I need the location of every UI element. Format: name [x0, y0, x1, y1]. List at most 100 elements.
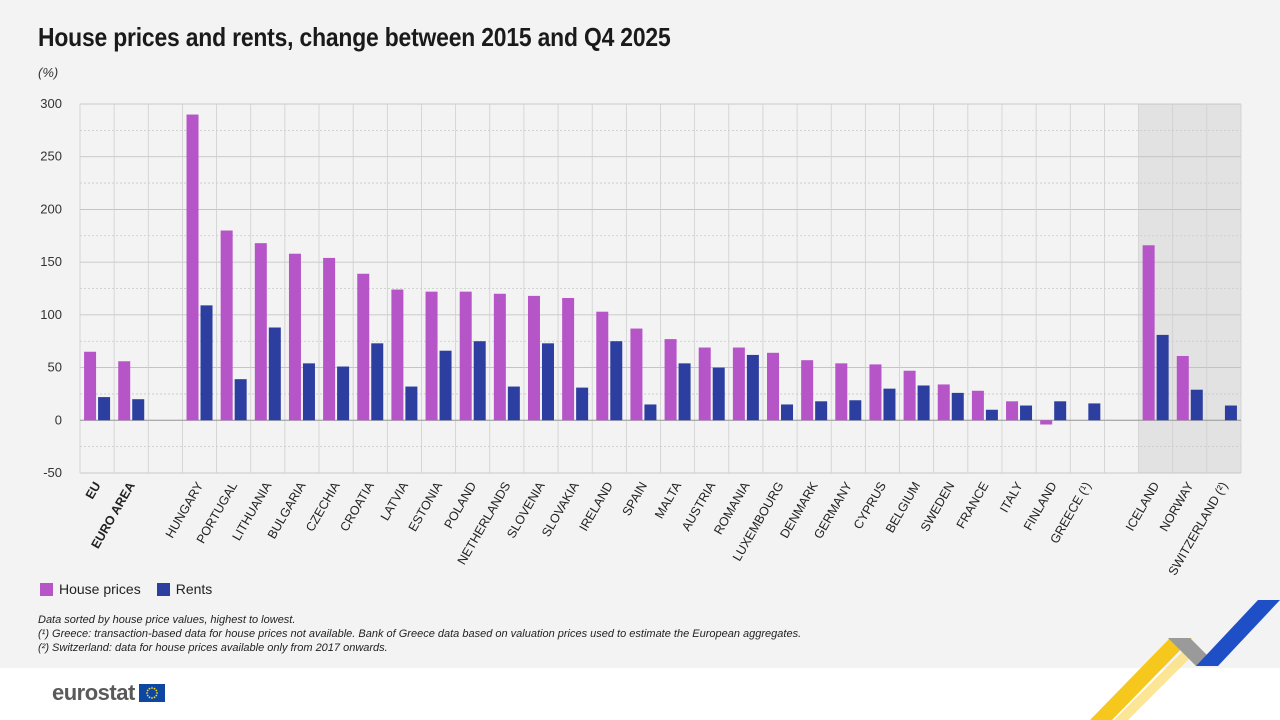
eurostat-decoration — [1090, 600, 1280, 720]
house-prices-bar — [186, 114, 199, 421]
house-prices-bar — [220, 230, 233, 421]
rents-bar — [883, 388, 896, 421]
rents-bar — [439, 350, 452, 421]
rents-bar — [610, 341, 623, 421]
rents-bar — [1020, 405, 1033, 421]
rents-bar — [576, 387, 589, 421]
rents-bar — [985, 409, 998, 421]
house-prices-bar — [391, 289, 404, 421]
rents-bar — [815, 401, 828, 421]
x-tick-label: FRANCE — [954, 479, 992, 531]
house-prices-bar — [1006, 401, 1019, 421]
x-tick-label: EU — [83, 480, 104, 502]
house-prices-bar — [527, 295, 540, 421]
y-tick-label: 150 — [40, 254, 62, 269]
house-prices-bar — [732, 347, 745, 421]
y-tick-label: 100 — [40, 307, 62, 322]
x-tick-label: ICELAND — [1123, 480, 1162, 534]
x-tick-label: FINLAND — [1021, 480, 1060, 533]
rents-bar — [1088, 403, 1101, 421]
rents-bar — [1224, 405, 1237, 421]
house-prices-bar — [562, 297, 575, 421]
legend-item-house-prices: House prices — [40, 581, 141, 597]
y-tick-label: 250 — [40, 149, 62, 164]
footnote-sorting: Data sorted by house price values, highe… — [38, 614, 296, 626]
rents-bar — [473, 341, 486, 421]
rents-bar — [268, 327, 281, 421]
house-prices-bar — [971, 390, 984, 421]
rents-bar — [1054, 401, 1067, 421]
house-prices-bar — [84, 351, 97, 421]
rents-bar — [1190, 389, 1203, 421]
logo-wordmark: eurostat — [52, 680, 135, 705]
house-prices-bar — [357, 273, 370, 421]
chart-legend: House prices Rents — [40, 581, 212, 597]
house-prices-bar — [630, 328, 643, 421]
eu-flag-icon — [138, 684, 165, 702]
x-tick-label: LATVIA — [378, 479, 412, 523]
house-prices-bar — [903, 370, 916, 421]
rents-bar — [678, 363, 691, 421]
house-prices-bar — [698, 347, 711, 421]
rents-bar — [371, 343, 384, 421]
x-tick-label: POLAND — [441, 480, 479, 532]
x-tick-label: CROATIA — [337, 479, 377, 534]
rents-bar — [746, 354, 759, 421]
legend-swatch-rents — [156, 582, 170, 596]
legend-label-house-prices: House prices — [59, 581, 141, 597]
chart-title: House prices and rents, change between 2… — [38, 22, 671, 52]
eurostat-logo: eurostat — [52, 680, 165, 706]
house-prices-bar — [254, 243, 267, 421]
rents-bar — [337, 366, 350, 421]
rents-bar — [200, 305, 213, 421]
x-tick-label: AUSTRIA — [679, 479, 719, 533]
house-prices-bar — [288, 253, 301, 421]
house-prices-bar — [801, 360, 814, 421]
x-tick-label: ITALY — [997, 479, 1026, 515]
legend-label-rents: Rents — [175, 581, 213, 597]
y-tick-label: 300 — [40, 96, 62, 111]
rents-bar — [507, 386, 520, 421]
rents-bar — [98, 397, 111, 421]
x-tick-label: CYPRUS — [851, 480, 889, 532]
footnote-switzerland: (²) Switzerland: data for house prices a… — [38, 642, 388, 654]
x-tick-label: SPAIN — [620, 480, 650, 519]
x-tick-label: MALTA — [652, 479, 684, 521]
x-tick-label: IRELAND — [577, 480, 616, 534]
house-prices-bar — [937, 384, 950, 421]
footnotes: Data sorted by house price values, highe… — [38, 613, 801, 655]
x-tick-label: ESTONIA — [406, 479, 446, 534]
house-prices-bar — [869, 364, 882, 421]
house-prices-bar — [118, 361, 131, 421]
house-prices-bar — [425, 291, 438, 421]
rents-bar — [132, 399, 145, 421]
x-tick-label: SWEDEN — [918, 480, 958, 535]
y-tick-label: 200 — [40, 201, 62, 216]
house-prices-bar — [1040, 420, 1053, 425]
rents-bar — [917, 385, 930, 421]
rents-bar — [1156, 334, 1169, 421]
house-prices-bar — [459, 291, 472, 421]
legend-swatch-house-prices — [40, 582, 53, 596]
legend-item-rents: Rents — [156, 581, 213, 597]
rents-bar — [302, 363, 315, 421]
y-tick-label: 50 — [48, 360, 62, 375]
footer-band — [0, 668, 1280, 720]
house-prices-bar — [767, 352, 780, 421]
y-tick-label: -50 — [43, 465, 62, 480]
house-prices-bar — [835, 363, 848, 421]
rents-bar — [781, 404, 794, 421]
rents-bar — [951, 392, 964, 421]
house-prices-bar — [664, 339, 677, 421]
rents-bar — [234, 379, 247, 421]
rents-bar — [405, 386, 418, 421]
y-tick-label: 0 — [55, 412, 62, 427]
house-prices-bar — [596, 311, 609, 421]
house-prices-bar — [323, 257, 336, 421]
footnote-greece: (¹) Greece: transaction-based data for h… — [38, 628, 802, 640]
rents-bar — [541, 343, 554, 421]
rents-bar — [644, 404, 657, 421]
rents-bar — [849, 400, 862, 421]
y-axis-unit: (%) — [38, 65, 59, 80]
